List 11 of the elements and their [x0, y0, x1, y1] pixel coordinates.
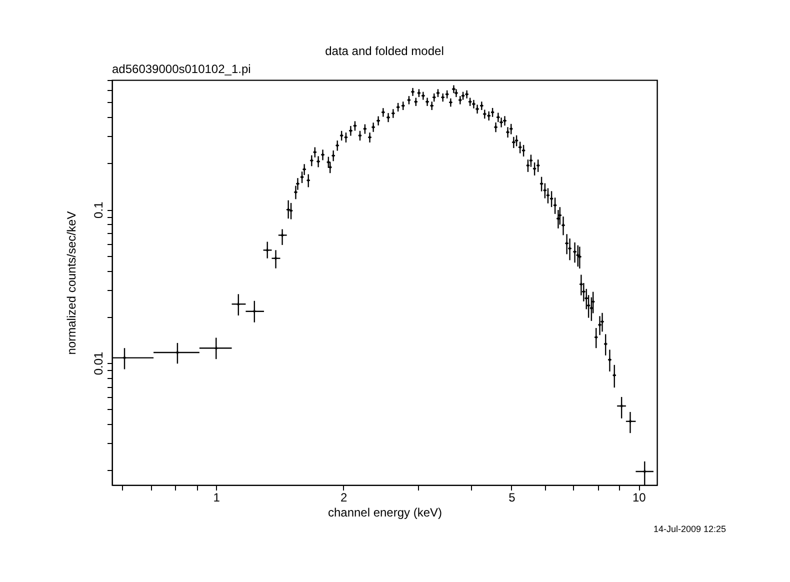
chart-title: data and folded model — [324, 44, 445, 58]
y-tick-label: 0.1 — [92, 201, 106, 218]
y-axis-title: normalized counts/sec/keV — [64, 211, 78, 355]
x-tick-label: 1 — [213, 490, 220, 504]
x-tick-label: 2 — [340, 490, 348, 504]
text: 14-Jul-2009 12:25 — [653, 524, 726, 534]
chart-subtitle: ad56039000s010102_1.pi — [112, 62, 251, 76]
x-tick-label: 10 — [632, 490, 646, 504]
y-tick-label: 0.01 — [92, 351, 106, 376]
x-axis-title: channel energy (keV) — [328, 506, 442, 520]
x-tick-label: 5 — [508, 490, 516, 504]
